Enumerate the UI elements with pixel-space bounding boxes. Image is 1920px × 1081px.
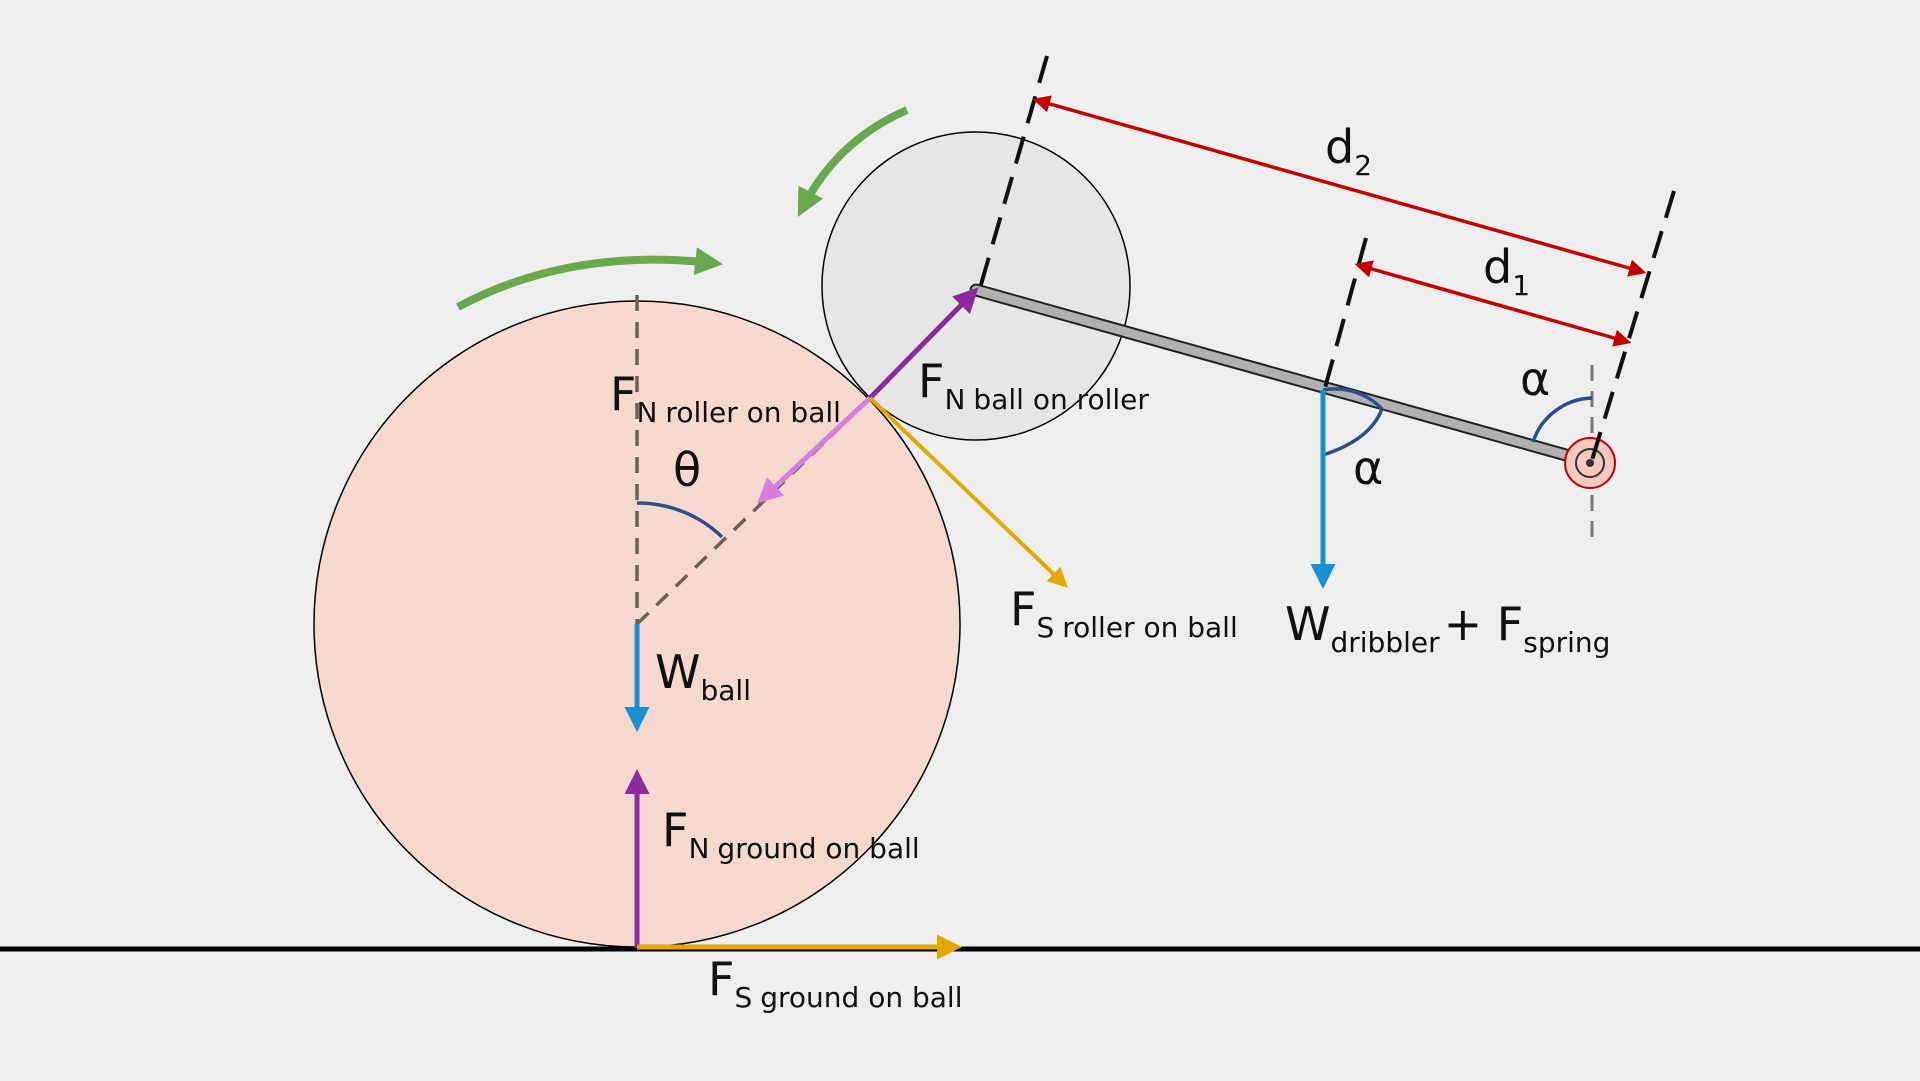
fs-roller-on-ball-arrow (868, 396, 1068, 588)
pivot-reference (1590, 190, 1676, 461)
label-theta: θ (673, 443, 701, 497)
label-alpha-weight: α (1353, 441, 1383, 495)
label-alpha-pivot: α (1520, 352, 1550, 406)
pivot-center (1586, 459, 1594, 467)
roller-rotation-arrow (797, 106, 909, 217)
label-d1: d1 (1483, 240, 1530, 302)
label-w-ball: Wball (655, 645, 751, 707)
alpha-angle-arc-pivot (1531, 396, 1593, 443)
alpha-angle-arc-weight-2 (1322, 408, 1384, 457)
label-fs-ground-on-ball: FS ground on ball (708, 952, 962, 1014)
dribbler-arm (971, 285, 1596, 467)
pivot-middle (1575, 448, 1605, 478)
label-w-dribbler-plus-f-spring: Wdribbler+ Fspring (1285, 597, 1610, 659)
fn-roller-on-ball-arrow (757, 396, 872, 504)
label-d2: d2 (1325, 120, 1372, 182)
label-fn-roller-on-ball: FN roller on ball (610, 367, 841, 429)
fn-ball-on-roller-arrow (868, 287, 979, 400)
label-fn-ball-on-roller: FN ball on roller (918, 354, 1149, 416)
ball-rotation-arrow (456, 247, 724, 311)
alpha-angle-arc-weight (1322, 387, 1384, 411)
label-fn-ground-on-ball: FN ground on ball (662, 803, 920, 865)
d1-dimension-arrow (1354, 260, 1632, 347)
d2-dimension-arrow (1032, 95, 1647, 277)
theta-angle-arc (636, 501, 724, 539)
d1-reference-weight (1323, 237, 1368, 389)
label-fs-roller-on-ball: FS roller on ball (1010, 582, 1238, 644)
